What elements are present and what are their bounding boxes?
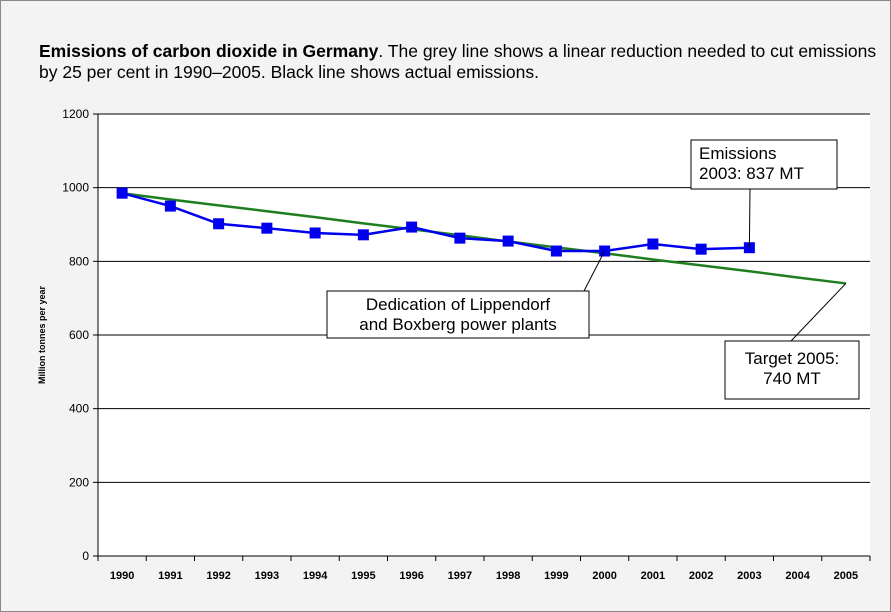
data-point [213,218,225,230]
heading: Emissions of carbon dioxide in Germany. … [39,41,884,83]
annotation-text: 2003: 837 MT [699,164,804,183]
data-point [164,200,176,212]
y-tick-label: 400 [69,402,89,416]
x-tick-label: 2000 [592,570,616,582]
x-tick-label: 1991 [158,570,182,582]
data-point [309,227,321,239]
y-axis-label: Million tonnes per year [37,285,47,384]
annotation-text: Emissions [699,144,776,163]
leader-line [790,283,847,342]
data-point [695,243,707,255]
data-point [116,187,128,199]
x-tick-label: 2001 [641,570,665,582]
x-tick-label: 1990 [110,570,134,582]
annotation-box [326,290,590,339]
x-tick-label: 2003 [737,570,761,582]
data-point [406,221,418,233]
data-point [550,245,562,257]
x-tick-label: 1994 [303,570,328,582]
y-tick-label: 200 [69,475,89,489]
series-line [121,191,847,285]
annotation-box [724,340,860,400]
annotation-text: 740 MT [763,369,821,388]
annotation-text: and Boxberg power plants [359,315,557,334]
leader-line [748,188,751,248]
chart-title: Emissions of carbon dioxide in Germany [39,41,379,61]
x-tick-label: 1998 [496,570,520,582]
leader-line [583,250,606,292]
x-tick-label: 1999 [544,570,568,582]
y-tick-label: 1200 [62,107,89,121]
x-tick-label: 1996 [399,570,423,582]
x-tick-label: 1995 [351,570,375,582]
x-tick-label: 1992 [206,570,230,582]
y-tick-label: 1000 [62,181,89,195]
data-point [502,235,514,247]
x-tick-label: 1993 [255,570,279,582]
series-line [121,191,750,253]
data-point [454,232,466,244]
x-tick-label: 2002 [689,570,713,582]
chart-caption: . The grey line shows a linear reduction… [39,41,877,82]
x-tick-label: 2004 [785,570,810,582]
data-point [357,229,369,241]
y-tick-label: 800 [69,254,89,268]
annotation-box [690,139,838,190]
y-tick-label: 0 [82,549,89,563]
annotation-text: Dedication of Lippendorf [366,295,551,314]
data-point [261,222,273,234]
x-tick-label: 2005 [834,570,858,582]
data-point [647,238,659,250]
x-tick-label: 1997 [448,570,472,582]
y-tick-label: 600 [69,328,89,342]
annotation-text: Target 2005: [745,349,840,368]
